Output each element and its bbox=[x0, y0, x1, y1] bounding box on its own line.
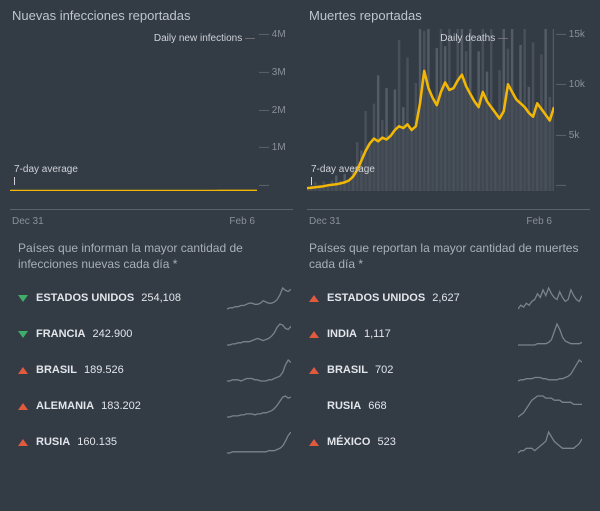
infections-list-body: ESTADOS UNIDOS 254,108 FRANCIA 242.900 BRA… bbox=[18, 286, 291, 454]
country-value: 183.202 bbox=[98, 400, 141, 412]
infections-avg-tick bbox=[14, 177, 15, 185]
trend-up-icon bbox=[309, 331, 319, 338]
country-label: BRASIL 702 bbox=[327, 364, 510, 378]
country-label: RUSIA 160.135 bbox=[36, 436, 219, 450]
list-item[interactable]: MÉXICO 523 bbox=[309, 430, 582, 454]
infections-list-title: Países que informan la mayor cantidad de… bbox=[18, 240, 291, 272]
deaths-x-end: Feb 6 bbox=[526, 216, 552, 227]
country-value: 1,117 bbox=[361, 328, 391, 340]
dashboard: Nuevas infecciones reportadas Daily new … bbox=[0, 0, 600, 511]
country-name: FRANCIA bbox=[36, 328, 86, 340]
country-value: 254,108 bbox=[138, 292, 181, 304]
infections-title: Nuevas infecciones reportadas bbox=[12, 8, 293, 23]
country-label: ESTADOS UNIDOS 2,627 bbox=[327, 292, 510, 306]
deaths-title: Muertes reportadas bbox=[309, 8, 590, 23]
country-name: ESTADOS UNIDOS bbox=[327, 292, 425, 304]
country-label: RUSIA 668 bbox=[327, 400, 510, 414]
y-tick: 5k bbox=[556, 130, 590, 141]
country-name: ESTADOS UNIDOS bbox=[36, 292, 134, 304]
trend-up-icon bbox=[18, 367, 28, 374]
sparkline bbox=[518, 430, 582, 454]
trend-up-icon bbox=[18, 439, 28, 446]
country-label: BRASIL 189.526 bbox=[36, 364, 219, 378]
infections-series-label: Daily new infections bbox=[154, 33, 255, 44]
y-tick: 10k bbox=[556, 79, 590, 90]
infections-x-axis: Dec 31 Feb 6 bbox=[10, 212, 257, 227]
list-item[interactable]: ESTADOS UNIDOS 254,108 bbox=[18, 286, 291, 310]
infections-x-start: Dec 31 bbox=[12, 216, 44, 227]
country-value: 189.526 bbox=[81, 364, 124, 376]
country-name: ALEMANIA bbox=[36, 400, 94, 412]
sparkline bbox=[227, 394, 291, 418]
deaths-series-label: Daily deaths bbox=[440, 33, 508, 44]
deaths-list-body: ESTADOS UNIDOS 2,627 INDIA 1,117 BRASIL 70… bbox=[309, 286, 582, 454]
country-value: 668 bbox=[365, 400, 386, 412]
trend-down-icon bbox=[18, 331, 28, 338]
list-item[interactable]: BRASIL 702 bbox=[309, 358, 582, 382]
deaths-list-title: Países que reportan la mayor cantidad de… bbox=[309, 240, 582, 272]
list-item[interactable]: BRASIL 189.526 bbox=[18, 358, 291, 382]
sparkline bbox=[518, 394, 582, 418]
country-value: 242.900 bbox=[90, 328, 133, 340]
charts-row: Nuevas infecciones reportadas Daily new … bbox=[0, 0, 600, 210]
list-item[interactable]: RUSIA 160.135 bbox=[18, 430, 291, 454]
country-label: INDIA 1,117 bbox=[327, 328, 510, 342]
deaths-chart: Daily deaths 7-day average 15k10k5k Dec … bbox=[307, 29, 590, 210]
list-item[interactable]: RUSIA 668 bbox=[309, 394, 582, 418]
country-value: 523 bbox=[374, 436, 395, 448]
deaths-x-start: Dec 31 bbox=[309, 216, 341, 227]
deaths-list: Países que reportan la mayor cantidad de… bbox=[309, 240, 582, 466]
deaths-avg-label: 7-day average bbox=[311, 164, 375, 175]
trend-up-icon bbox=[309, 295, 319, 302]
country-name: BRASIL bbox=[36, 364, 77, 376]
sparkline bbox=[518, 286, 582, 310]
infections-y-ticks: 4M 3M 2M 1M bbox=[255, 29, 293, 191]
deaths-x-axis: Dec 31 Feb 6 bbox=[307, 212, 554, 227]
country-label: FRANCIA 242.900 bbox=[36, 328, 219, 342]
sparkline bbox=[518, 358, 582, 382]
trend-up-icon bbox=[309, 439, 319, 446]
deaths-plot-area: Daily deaths 7-day average bbox=[307, 29, 554, 191]
country-lists: Países que informan la mayor cantidad de… bbox=[0, 210, 600, 476]
infections-chart: Daily new infections 7-day average 4M 3M 2… bbox=[10, 29, 293, 210]
trend-up-icon bbox=[18, 403, 28, 410]
list-item[interactable]: ALEMANIA 183.202 bbox=[18, 394, 291, 418]
deaths-avg-tick bbox=[311, 177, 312, 185]
deaths-y-ticks: 15k 10k 5k bbox=[552, 29, 590, 191]
sparkline bbox=[227, 322, 291, 346]
y-tick: 3M bbox=[259, 67, 293, 78]
trend-flat-icon bbox=[309, 403, 319, 410]
sparkline bbox=[227, 430, 291, 454]
list-item[interactable]: INDIA 1,117 bbox=[309, 322, 582, 346]
country-label: MÉXICO 523 bbox=[327, 436, 510, 450]
y-tick: 1M bbox=[259, 142, 293, 153]
infections-x-end: Feb 6 bbox=[229, 216, 255, 227]
country-name: BRASIL bbox=[327, 364, 368, 376]
trend-up-icon bbox=[309, 367, 319, 374]
country-label: ALEMANIA 183.202 bbox=[36, 400, 219, 414]
sparkline bbox=[227, 286, 291, 310]
sparkline bbox=[518, 322, 582, 346]
y-tick: 15k bbox=[556, 29, 590, 40]
list-item[interactable]: ESTADOS UNIDOS 2,627 bbox=[309, 286, 582, 310]
infections-avg-label: 7-day average bbox=[14, 164, 78, 175]
deaths-panel: Muertes reportadas Daily deaths 7-day av… bbox=[307, 8, 590, 210]
country-name: INDIA bbox=[327, 328, 357, 340]
country-name: RUSIA bbox=[327, 400, 361, 412]
country-value: 2,627 bbox=[429, 292, 460, 304]
infections-list: Países que informan la mayor cantidad de… bbox=[18, 240, 291, 466]
infections-panel: Nuevas infecciones reportadas Daily new … bbox=[10, 8, 293, 210]
y-tick: 4M bbox=[259, 29, 293, 40]
country-label: ESTADOS UNIDOS 254,108 bbox=[36, 292, 219, 306]
infections-plot-area: Daily new infections 7-day average bbox=[10, 29, 257, 191]
sparkline bbox=[227, 358, 291, 382]
country-name: RUSIA bbox=[36, 436, 70, 448]
trend-down-icon bbox=[18, 295, 28, 302]
country-value: 702 bbox=[372, 364, 393, 376]
country-name: MÉXICO bbox=[327, 436, 370, 448]
y-tick: 2M bbox=[259, 105, 293, 116]
list-item[interactable]: FRANCIA 242.900 bbox=[18, 322, 291, 346]
country-value: 160.135 bbox=[74, 436, 117, 448]
